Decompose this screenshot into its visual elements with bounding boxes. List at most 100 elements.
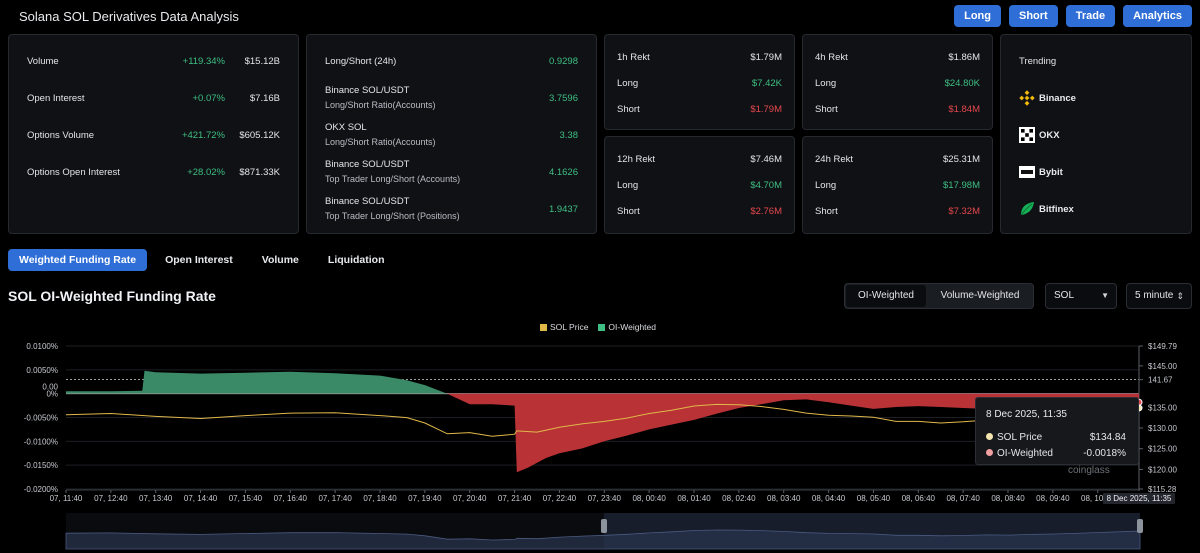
legend-item-oi-weighted[interactable]: OI-Weighted [598,322,656,332]
long-short-row: Long/Short (24h) 0.9298 [325,56,578,67]
rekt-title: 12h Rekt [617,154,656,165]
rekt-short-value: $1.79M [750,104,782,115]
short-button[interactable]: Short [1008,5,1058,27]
stat-row-options-open-interest: Options Open Interest +28.02% $871.33K [27,167,280,179]
weighting-toggle: OI-Weighted Volume-Weighted [844,283,1034,309]
symbol-select[interactable]: SOL ▼ [1045,283,1117,309]
tab-volume[interactable]: Volume [261,254,299,266]
x-axis-tick-label: 07, 17:40 [318,494,352,503]
stat-label: Open Interest [27,93,85,104]
x-axis-tick-label: 08, 03:40 [767,494,801,503]
rekt-short-row: Short $1.84M [815,104,980,115]
rekt-long-row: Long $4.70M [617,180,782,191]
long-short-value: 3.38 [559,130,579,141]
trending-exchange-name: Bybit [1039,166,1063,178]
rekt-total: $1.79M [750,52,782,63]
rekt-short-value: $2.76M [750,206,782,217]
tooltip-row-sol-price: SOL Price $134.84 [986,432,1126,443]
legend-item-sol-price[interactable]: SOL Price [540,322,588,332]
trending-item-binance[interactable]: Binance [1019,90,1076,106]
x-axis-tick-label: 07, 18:40 [363,494,397,503]
stat-value: $605.12K [239,130,280,141]
x-axis-tick-label: 07, 14:40 [184,494,218,503]
long-short-row: Binance SOL/USDT Top Trader Long/Short (… [325,159,578,184]
tooltip-value: $134.84 [1089,432,1126,443]
x-axis-tick-label: 07, 20:40 [453,494,487,503]
rekt-total-row: 12h Rekt $7.46M [617,154,782,165]
rekt-total-row: 1h Rekt $1.79M [617,52,782,63]
x-axis-tick-label: 08, 08:40 [991,494,1025,503]
rekt-long-label: Long [815,180,837,191]
market-stats-card: Volume +119.34% $15.12B Open Interest +0… [8,34,299,234]
caret-down-icon: ▼ [1101,291,1109,300]
top-actions: Long Short Trade Analytics [954,5,1192,27]
rekt-long-value: $24.80K [944,78,980,89]
rekt-long-value: $7.42K [751,78,782,89]
volume-weighted-option[interactable]: Volume-Weighted [940,290,1020,301]
right-axis-tick-label: $149.79 [1148,342,1177,351]
long-short-card: Long/Short (24h) 0.9298 Binance SOL/USDT… [306,34,597,234]
long-short-label: OKX SOL [325,122,367,133]
tooltip-label: SOL Price [997,432,1043,443]
x-axis-tick-label: 08, 10:40 [1081,494,1115,503]
left-axis-tick-label: -0.0200% [24,485,58,494]
bybit-icon [1019,166,1035,178]
tooltip-label: OI-Weighted [997,448,1053,459]
stat-change: +28.02% [187,167,225,178]
trending-item-okx[interactable]: OKX [1019,127,1060,143]
rekt-short-value: $1.84M [948,104,980,115]
stat-label: Options Volume [27,130,95,141]
oi-weighted-option[interactable]: OI-Weighted [846,285,926,307]
right-axis-tick-label: $125.00 [1148,445,1177,454]
x-axis-tick-label: 08, 01:40 [677,494,711,503]
long-short-sublabel: Long/Short Ratio(Accounts) [325,100,436,110]
x-axis-tick-label: 07, 15:40 [229,494,263,503]
interval-select[interactable]: 5 minute ⇕ [1126,283,1192,309]
watermark: coinglass [1068,465,1110,476]
trending-item-bybit[interactable]: Bybit [1019,164,1063,180]
x-axis-tick-label: 08, 00:40 [632,494,666,503]
long-short-value: 0.9298 [548,56,578,67]
x-axis-tick-label: 08, 07:40 [946,494,980,503]
tooltip-dot [986,449,993,456]
left-axis-tick-label: 0% [46,390,58,399]
tab-open-interest[interactable]: Open Interest [165,254,233,266]
bitfinex-icon [1020,202,1034,216]
long-short-label: Binance SOL/USDT [325,159,410,170]
binance-icon [1019,90,1035,106]
right-axis-tick-label: $135.00 [1148,403,1177,412]
long-button[interactable]: Long [954,5,1001,27]
trending-exchange-name: Binance [1039,92,1076,104]
long-short-label: Binance SOL/USDT [325,85,410,96]
navigator-selection [604,513,1140,549]
long-short-row: Binance SOL/USDT Top Trader Long/Short (… [325,196,578,221]
rekt-card-24h: 24h Rekt $25.31M Long $17.98M Short $7.32M [802,136,993,234]
left-axis-tick-label: -0.0150% [24,461,58,470]
rekt-short-label: Short [617,206,640,217]
x-axis-tick-label: 08, 09:40 [1036,494,1070,503]
tab-weighted-funding-rate[interactable]: Weighted Funding Rate [8,249,148,271]
rekt-title: 1h Rekt [617,52,650,63]
trade-button[interactable]: Trade [1065,5,1116,27]
stat-change: +119.34% [182,56,225,67]
rekt-long-row: Long $7.42K [617,78,782,89]
long-short-row: Binance SOL/USDT Long/Short Ratio(Accoun… [325,85,578,110]
rekt-long-label: Long [617,78,639,89]
tab-liquidation[interactable]: Liquidation [327,254,385,266]
x-axis-tick-label: 07, 11:40 [50,494,83,503]
chart-tooltip: 8 Dec 2025, 11:35 SOL Price $134.84 OI-W… [975,397,1139,465]
stat-value: $7.16B [249,93,280,104]
trending-item-bitfinex[interactable]: Bitfinex [1019,201,1074,217]
trending-exchange-name: Bitfinex [1039,203,1074,215]
tooltip-dot [986,433,993,440]
rekt-short-value: $7.32M [948,206,980,217]
rekt-short-label: Short [815,206,838,217]
analytics-button[interactable]: Analytics [1123,5,1192,27]
legend-label: OI-Weighted [608,322,656,332]
rekt-card-12h: 12h Rekt $7.46M Long $4.70M Short $2.76M [604,136,795,234]
stat-value: $15.12B [244,56,280,67]
okx-icon [1019,127,1035,143]
oi-weighted-positive-area [66,370,1139,394]
x-axis-tick-label: 08, 05:40 [857,494,891,503]
left-axis-tick-label: 0.0050% [26,366,58,375]
